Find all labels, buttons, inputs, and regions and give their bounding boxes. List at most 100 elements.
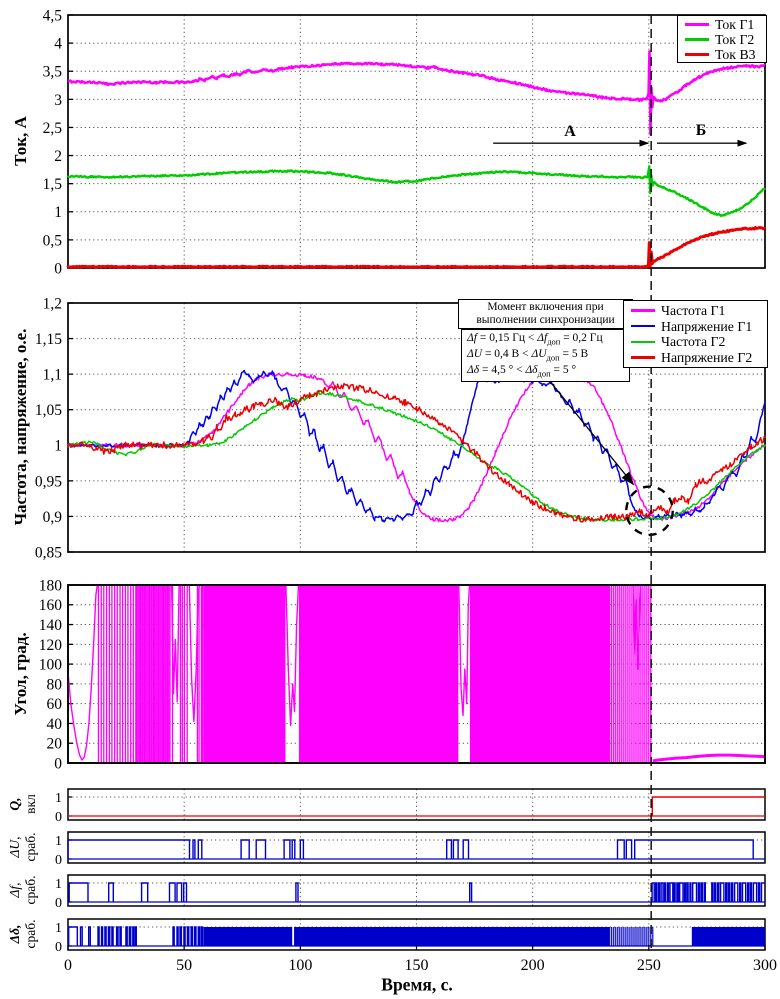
- legend-item: Частота Г1: [624, 303, 767, 318]
- legend-line-sample: [685, 53, 709, 56]
- pulse: [197, 839, 203, 859]
- pulse: [79, 926, 83, 946]
- pulse: [291, 839, 296, 859]
- legend-item: Частота Г2: [624, 334, 767, 349]
- y-tick-label: 160: [39, 597, 63, 614]
- pulse: [692, 882, 698, 902]
- x-tick-label: 100: [288, 957, 312, 974]
- callout-condition-du: ΔU = 0,4 В < ΔUдоп = 5 В: [467, 347, 589, 363]
- mini-label-df-sub: сраб.: [23, 875, 38, 905]
- y-tick-label: 4,5: [43, 7, 63, 24]
- pulse: [666, 882, 670, 902]
- pulse: [760, 882, 765, 902]
- pulse: [660, 882, 664, 902]
- series-tok-v3: [66, 226, 766, 269]
- pulse: [719, 882, 725, 902]
- y-tick-label: 140: [39, 617, 63, 634]
- angle-dense-band: [203, 585, 286, 763]
- pulse: [190, 926, 194, 946]
- pulse: [752, 882, 758, 902]
- pulse: [689, 882, 692, 902]
- pulse: [107, 926, 111, 946]
- y-tick-label: 60: [47, 696, 63, 713]
- pulse: [176, 882, 183, 902]
- pulse: [108, 882, 114, 902]
- pulse: [469, 882, 473, 902]
- pulse: [111, 926, 114, 946]
- callout-condition-ddelta: Δδ = 4,5 ° < Δδдоп = 5 °: [467, 363, 577, 378]
- y-tick-label: 2: [54, 148, 62, 165]
- pulse: [676, 882, 679, 902]
- y-tick-label: 80: [47, 676, 63, 693]
- pulse: [683, 882, 687, 902]
- legend-label: Напряжение Г1: [661, 318, 753, 334]
- pulse: [452, 839, 459, 859]
- angle-dense-band: [469, 585, 610, 763]
- y-tick-label: 1,05: [35, 402, 62, 419]
- pulse: [654, 882, 658, 902]
- pulse: [741, 882, 747, 902]
- pulse: [192, 839, 196, 859]
- x-axis: 0 50 100 150 200 250 300: [64, 945, 777, 974]
- y-tick-label: 180: [39, 577, 63, 594]
- pulse: [462, 839, 470, 859]
- pulse: [697, 882, 701, 902]
- y-tick-label: 120: [39, 637, 63, 654]
- mini-label-du-sub: сраб.: [23, 832, 38, 862]
- legend-item: Напряжение Г1: [624, 319, 767, 334]
- y-tick-label: 1: [55, 834, 62, 849]
- sync-point-ellipse: [625, 485, 674, 537]
- ddelta-trip-plot: 10: [55, 918, 766, 955]
- df-trip-plot: 10: [55, 874, 766, 911]
- pulse: [183, 926, 186, 946]
- series-tok-g1: [67, 50, 766, 136]
- y-tick-label: 40: [47, 716, 63, 733]
- dense-band: [203, 927, 293, 946]
- legend-label: Ток Г2: [715, 32, 755, 47]
- x-tick-label: 50: [176, 957, 192, 974]
- y-tick-label: 1,1: [43, 367, 62, 384]
- pulse: [115, 926, 119, 946]
- y-tick-label: 1: [54, 438, 62, 455]
- zone-label-a: А: [564, 123, 576, 140]
- angle-dense-band: [298, 585, 459, 763]
- angle-plot: 0 20 40 60 80 100 120 140 160 180: [39, 577, 766, 772]
- pulse: [686, 882, 689, 902]
- q-enable-plot: 10: [55, 788, 766, 825]
- pulse: [168, 882, 176, 902]
- pulse: [132, 926, 135, 946]
- pulse: [134, 926, 137, 946]
- pulse: [128, 926, 132, 946]
- dense-band: [691, 927, 765, 946]
- pulse: [97, 926, 100, 946]
- sync-callout-title: Момент включения при выполнении синхрони…: [458, 299, 633, 329]
- y-tick-label: 0: [55, 940, 62, 955]
- pulse: [68, 882, 89, 902]
- y-tick-label: 1,2: [43, 295, 62, 312]
- pulse: [625, 839, 633, 859]
- legend-line-sample: [631, 356, 655, 359]
- y-tick-label: 0,95: [35, 473, 62, 490]
- pulse: [186, 926, 190, 946]
- pulse: [757, 882, 761, 902]
- legend-label: Напряжение Г2: [661, 350, 753, 366]
- pulse: [68, 926, 78, 946]
- legend-current: Ток Г1 Ток Г2 Ток В3: [677, 15, 767, 63]
- current-plot: 0 0,5 1 1,5 2 2,5 3 3,5 4 4,5: [43, 7, 766, 277]
- y-tick-label: 2,5: [43, 120, 63, 137]
- pulse: [739, 882, 742, 902]
- legend-label: Ток В3: [715, 47, 756, 62]
- pulse: [730, 882, 734, 902]
- legend-line-sample: [685, 38, 709, 41]
- sync-callout: Момент включения при выполнении синхрони…: [458, 299, 633, 383]
- y-tick-label: 0,9: [43, 509, 63, 526]
- pulse: [616, 839, 625, 859]
- y-tick-label: 0,5: [43, 232, 63, 249]
- y-tick-label: 3,5: [43, 64, 63, 81]
- y-tick-label: 20: [47, 736, 63, 753]
- zone-label-b: Б: [695, 122, 707, 139]
- pulse: [183, 882, 188, 902]
- legend-item: Ток Г1: [678, 17, 766, 32]
- pulse: [713, 882, 717, 902]
